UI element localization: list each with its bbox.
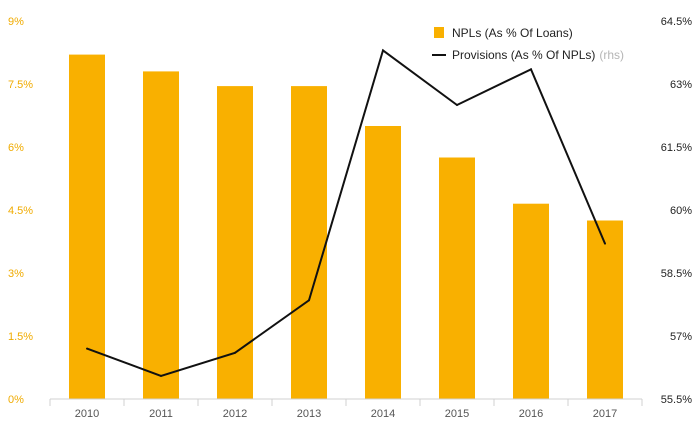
- legend-label-provisions: Provisions (As % Of NPLs): [452, 48, 595, 62]
- x-tick-label-2016: 2016: [519, 408, 543, 420]
- bar-2016: [513, 203, 549, 399]
- legend-label-npls: NPLs (As % Of Loans): [452, 26, 573, 40]
- y-right-tick-label: 57%: [670, 331, 692, 343]
- y-right-tick-label: 63%: [670, 79, 692, 91]
- legend-label-rhs-note: (rhs): [599, 48, 624, 62]
- y-right-tick-label: 61.5%: [661, 142, 692, 154]
- bar-2017: [587, 220, 623, 399]
- provisions-point-2016: [530, 68, 532, 71]
- y-left-tick-label: 1.5%: [8, 331, 33, 343]
- legend-swatch-npls: [434, 27, 444, 38]
- bar-2013: [291, 86, 327, 399]
- provisions-line: [86, 48, 606, 377]
- y-right-tick-label: 55.5%: [661, 394, 692, 406]
- svg-text:Provisions (As % Of NPLs)(rhs): Provisions (As % Of NPLs) (rhs): [452, 48, 624, 62]
- x-tick-label-2012: 2012: [223, 408, 247, 420]
- provisions-point-2014: [382, 49, 384, 52]
- y-right-tick-label: 64.5%: [661, 16, 692, 28]
- provisions-point-2010: [86, 347, 88, 350]
- x-tick-label-2017: 2017: [593, 408, 617, 420]
- bar-2012: [217, 86, 253, 399]
- bar-2010: [69, 54, 105, 399]
- bar-2015: [439, 157, 475, 399]
- provisions-point-2015: [456, 104, 458, 106]
- legend: NPLs (As % Of Loans) Provisions (As % Of…: [432, 26, 624, 62]
- y-left-tick-label: 4.5%: [8, 205, 33, 217]
- provisions-point-2013: [308, 299, 310, 302]
- x-tick-label-2013: 2013: [297, 408, 321, 420]
- x-tick-label-2011: 2011: [149, 408, 173, 420]
- provisions-point-2012: [234, 351, 236, 354]
- y-right-tick-label: 58.5%: [661, 268, 692, 280]
- y-left-tick-label: 9%: [8, 16, 24, 28]
- y-left-tick-label: 3%: [8, 268, 24, 280]
- x-tick-label-2010: 2010: [75, 408, 99, 420]
- line-layer: [86, 48, 606, 377]
- ticks-layer: 2010 2011 2012 2013 2014 2015 2016 2017 0% 1.5% 3%…: [8, 16, 692, 420]
- y-left-tick-label: 7.5%: [8, 79, 33, 91]
- provisions-point-2011: [160, 374, 162, 377]
- provisions-point-2017: [604, 242, 606, 245]
- x-tick-label-2015: 2015: [445, 408, 469, 420]
- bars-layer: [69, 54, 623, 400]
- y-left-tick-label: 6%: [8, 142, 24, 154]
- y-right-tick-label: 60%: [670, 205, 692, 217]
- y-left-tick-label: 0%: [8, 394, 24, 406]
- bar-2011: [143, 71, 179, 400]
- bar-2014: [365, 126, 401, 399]
- x-tick-label-2014: 2014: [371, 408, 395, 420]
